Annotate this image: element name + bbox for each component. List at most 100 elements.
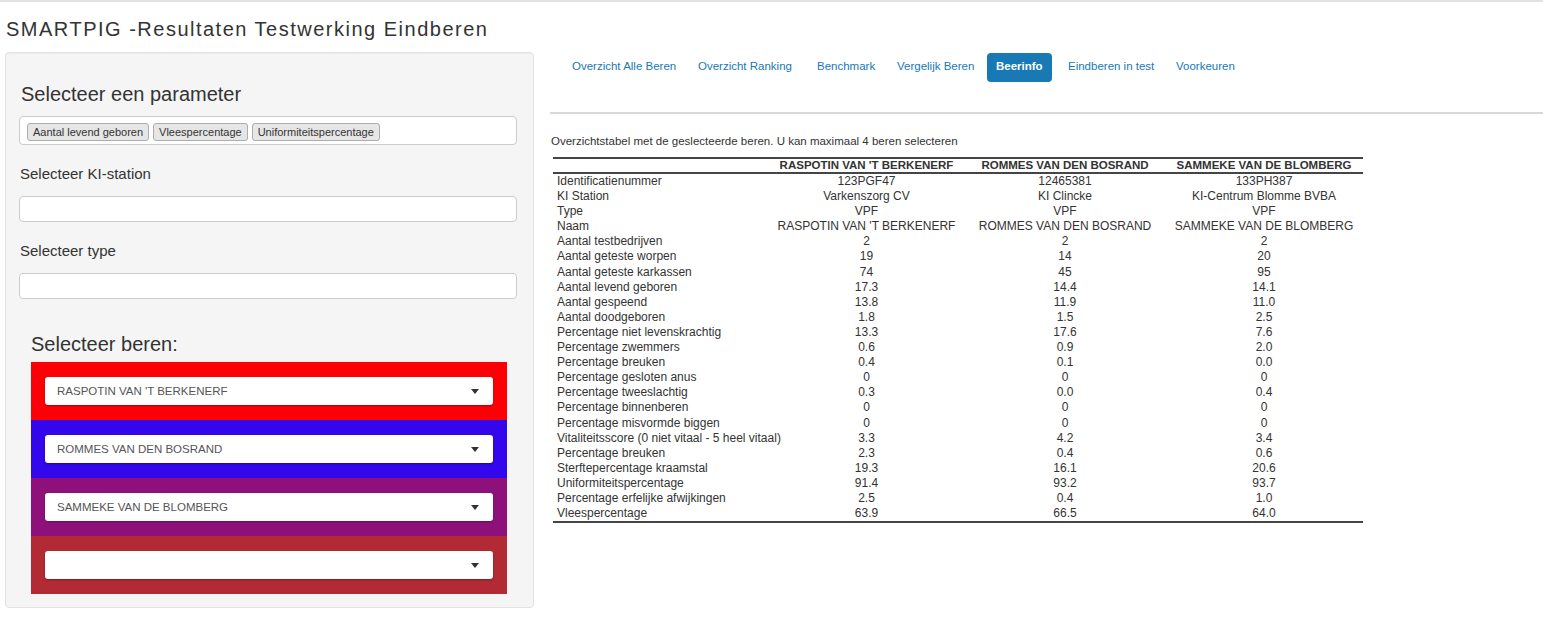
row-label: Aantal doodgeboren [553,310,768,325]
row-value: 64.0 [1165,506,1363,522]
row-label: Vitaliteitsscore (0 niet vitaal - 5 heel… [553,431,768,446]
table-row: Percentage breuken0.40.10.0 [553,355,1363,370]
parameter-tag-aantal-levend-geboren[interactable]: Aantal levend geboren [27,123,149,141]
boar-select-3[interactable]: SAMMEKE VAN DE BLOMBERG [45,493,493,521]
tab-eindberen-in-test[interactable]: Eindberen in test [1068,59,1154,74]
row-label: Percentage tweeslachtig [553,385,768,400]
table-row: Uniformiteitspercentage91.493.293.7 [553,476,1363,491]
row-value: 0 [768,416,965,431]
row-value: 16.1 [965,461,1165,476]
table-row: Percentage gesloten anus000 [553,370,1363,385]
boar-color-block-3: SAMMEKE VAN DE BLOMBERG [31,478,507,536]
table-row: Percentage binnenberen000 [553,400,1363,415]
row-value: 3.4 [1165,431,1363,446]
row-value: 1.5 [965,310,1165,325]
parameter-tag-uniformiteitspercentage[interactable]: Uniformiteitspercentage [252,123,380,141]
tab-beerinfo[interactable]: Beerinfo [987,53,1052,82]
row-value: 2.5 [768,491,965,506]
row-value: RASPOTIN VAN 'T BERKENERF [768,219,965,234]
filter-panel: Selecteer een parameter Aantal levend ge… [5,52,534,608]
row-value: VPF [1165,204,1363,219]
boar-select-value: SAMMEKE VAN DE BLOMBERG [57,501,228,513]
row-value: 0.9 [965,340,1165,355]
row-value: 0 [1165,400,1363,415]
row-value: 20.6 [1165,461,1363,476]
row-value: 0.1 [965,355,1165,370]
boar-color-block-2: ROMMES VAN DEN BOSRAND [31,420,507,478]
row-value: 11.9 [965,295,1165,310]
row-value: 0.6 [1165,446,1363,461]
row-value: 13.3 [768,325,965,340]
row-label: Naam [553,219,768,234]
row-value: SAMMEKE VAN DE BLOMBERG [1165,219,1363,234]
row-value: 1.8 [768,310,965,325]
row-value: 63.9 [768,506,965,522]
row-value: 7.6 [1165,325,1363,340]
table-row: Percentage niet levenskrachtig13.317.67.… [553,325,1363,340]
row-value: 0.4 [1165,385,1363,400]
row-value: 17.3 [768,280,965,295]
table-row: Percentage misvormde biggen000 [553,416,1363,431]
row-value: 93.2 [965,476,1165,491]
row-value: ROMMES VAN DEN BOSRAND [965,219,1165,234]
row-value: 14.1 [1165,280,1363,295]
table-row: Vleespercentage63.966.564.0 [553,506,1363,522]
tab-overzicht-ranking[interactable]: Overzicht Ranking [698,59,792,74]
row-value: 20 [1165,249,1363,264]
row-value: 0 [965,370,1165,385]
row-value: 2.3 [768,446,965,461]
row-label: Aantal geteste karkassen [553,265,768,280]
chevron-down-icon [471,505,479,510]
row-label: Aantal gespeend [553,295,768,310]
row-value: 0.0 [965,385,1165,400]
row-value: 2 [965,234,1165,249]
row-label: Vleespercentage [553,506,768,522]
table-row: Aantal doodgeboren1.81.52.5 [553,310,1363,325]
row-value: 0.4 [965,446,1165,461]
row-value: 0 [768,370,965,385]
row-value: 0.6 [768,340,965,355]
row-value: 1.0 [1165,491,1363,506]
column-header: SAMMEKE VAN DE BLOMBERG [1165,158,1363,173]
column-header-empty [553,158,768,173]
row-label: Aantal geteste worpen [553,249,768,264]
boar-select-value: ROMMES VAN DEN BOSRAND [57,443,222,455]
parameter-multiselect[interactable]: Aantal levend geborenVleespercentageUnif… [19,116,517,145]
row-value: 2.5 [1165,310,1363,325]
table-body: Identificatienummer123PGF4712465381133PH… [553,173,1363,522]
table-row: Sterftepercentage kraamstal19.316.120.6 [553,461,1363,476]
tab-separator [550,112,1543,114]
chevron-down-icon [471,563,479,568]
boar-color-block-1: RASPOTIN VAN 'T BERKENERF [31,362,507,420]
table-row: Aantal geteste worpen191420 [553,249,1363,264]
row-value: 19.3 [768,461,965,476]
table-row: Percentage breuken2.30.40.6 [553,446,1363,461]
row-label: Uniformiteitspercentage [553,476,768,491]
row-label: Percentage niet levenskrachtig [553,325,768,340]
row-value: 12465381 [965,173,1165,189]
row-value: Varkenszorg CV [768,189,965,204]
table-row: TypeVPFVPFVPF [553,204,1363,219]
row-value: 3.3 [768,431,965,446]
row-value: 14 [965,249,1165,264]
row-value: 0.4 [768,355,965,370]
table-header: RASPOTIN VAN 'T BERKENERFROMMES VAN DEN … [553,158,1363,173]
page-title: SMARTPIG -Resultaten Testwerking Eindber… [6,19,488,40]
table-row: Aantal levend geboren17.314.414.1 [553,280,1363,295]
row-value: 45 [965,265,1165,280]
table-row: Aantal geteste karkassen744595 [553,265,1363,280]
column-header: ROMMES VAN DEN BOSRAND [965,158,1165,173]
table-row: Percentage zwemmers0.60.92.0 [553,340,1363,355]
chevron-down-icon [471,389,479,394]
boar-select-2[interactable]: ROMMES VAN DEN BOSRAND [45,435,493,463]
parameter-tag-vleespercentage[interactable]: Vleespercentage [153,123,248,141]
type-input[interactable] [19,273,517,299]
boar-select-4[interactable] [45,551,493,579]
tab-voorkeuren[interactable]: Voorkeuren [1176,59,1235,74]
tab-overzicht-alle-beren[interactable]: Overzicht Alle Beren [572,59,676,74]
tab-vergelijk-beren[interactable]: Vergelijk Beren [897,59,974,74]
boar-select-1[interactable]: RASPOTIN VAN 'T BERKENERF [45,377,493,405]
ki-station-input[interactable] [19,196,517,222]
tab-benchmark[interactable]: Benchmark [817,59,875,74]
boars-heading: Selecteer beren: [31,334,178,354]
